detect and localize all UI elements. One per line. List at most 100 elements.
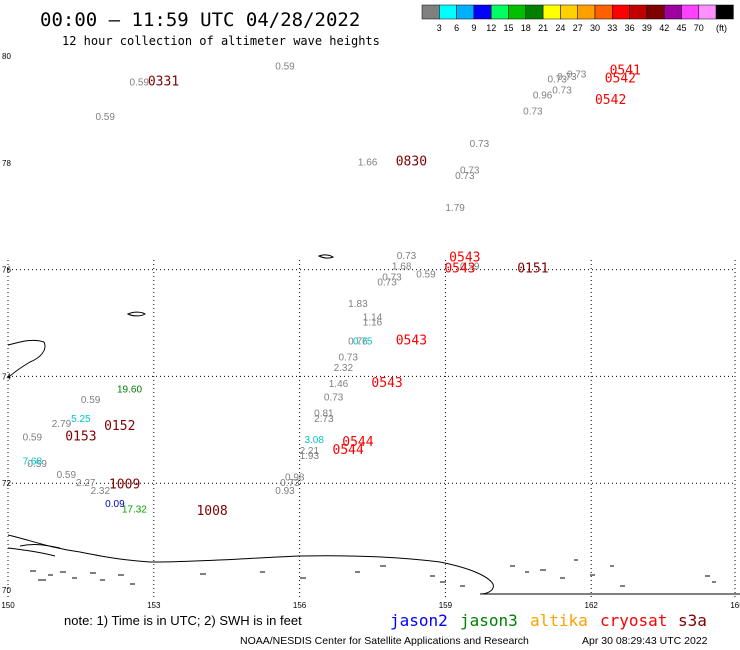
pass-time-label: 0543 [444,261,475,276]
wave-height-value: 7.68 [23,457,43,468]
wave-height-value: 0.09 [105,499,125,510]
credit-line: NOAA/NESDIS Center for Satellite Applica… [240,635,529,647]
wave-height-value: 0.73 [397,251,417,262]
legend-tick-label: 12 [486,23,496,33]
legend-tick-label: 21 [538,23,548,33]
legend-tick-label: 3 [437,23,442,33]
legend-tick-label: 18 [521,23,531,33]
legend-tick-label: 45 [676,23,686,33]
legend-swatch [456,4,475,20]
longitude-label: 162 [585,601,599,610]
wave-height-value: 0.59 [27,459,47,470]
wave-height-value: 0.73 [460,165,480,176]
alaska-north-coast [7,534,740,595]
wave-height-value: 19.60 [117,384,142,395]
pass-time-label: 0151 [517,261,548,276]
legend-swatch [681,4,700,20]
wave-height-value: 2.21 [300,446,320,457]
wave-height-value: 17.32 [122,505,147,516]
wave-height-value: 3.08 [304,435,324,446]
wave-height-value: 0.73 [382,272,402,283]
latitude-label: 74 [2,372,11,381]
wave-height-value: 0.73 [552,85,572,96]
wave-height-value: 0.73 [557,72,577,83]
wave-height-value: 2.73 [314,414,334,425]
latitude-label: 76 [2,266,11,275]
legend-tick-label: 15 [503,23,513,33]
wave-height-value: 0.73 [324,392,344,403]
map-subtitle: 12 hour collection of altimeter wave hei… [62,34,380,48]
wave-height-value: 1.46 [329,379,349,390]
legend-unit: (ft) [716,23,727,33]
legend-swatch [663,4,682,20]
color-legend [421,4,734,20]
legend-swatch [577,4,596,20]
coastline [7,254,740,595]
legend-swatch [473,4,492,20]
legend-swatch [439,4,457,20]
legend-swatch [525,4,544,20]
wave-height-value: 1.79 [445,203,465,214]
wave-height-value: 0.59 [275,61,295,72]
pass-time-label: 0544 [333,443,364,458]
observations-layer: 0.730.730.730.730.960.730.590.590.590.73… [23,61,641,519]
wave-height-value: 1.83 [348,299,368,310]
longitude-label: 159 [439,601,453,610]
island-small-1 [126,311,146,317]
pass-time-label: 0331 [148,74,179,89]
legend-s3a: s3a [678,611,707,630]
legend-swatch [715,4,734,20]
wave-height-value: 0.73 [377,278,397,289]
legend-tick-label: 39 [642,23,652,33]
pass-time-label: 0152 [104,419,135,434]
map-title: 00:00 – 11:59 UTC 04/28/2022 [40,9,360,31]
legend-tick-label: 70 [694,23,704,33]
generated-timestamp: Apr 30 08:29:43 UTC 2022 [582,635,708,647]
wave-height-value: 2.32 [334,363,354,374]
color-legend-labels: 3 6 9 12 15 18 21 24 27 30 33 36 39 42 45 70 [437,23,704,33]
wave-height-value: 0.59 [81,395,101,406]
pass-time-label: 0543 [449,251,480,266]
wave-height-value: 1.93 [300,451,320,462]
footnote: note: 1) Time is in UTC; 2) SWH is in fe… [64,613,302,628]
longitude-label: 156 [293,601,307,610]
wave-height-value: 2.79 [52,419,72,430]
legend-swatch [542,4,561,20]
pass-time-label: 0153 [65,429,96,444]
pass-time-label: 0542 [595,93,626,108]
coast-west-shoal [7,544,61,557]
legend-swatch [421,4,440,20]
wave-height-value: 0.73 [547,75,567,86]
wave-height-value: 0.81 [314,408,334,419]
wave-height-value: 5.25 [71,414,91,425]
pass-time-label: 0543 [396,333,427,348]
wave-height-value: 0.98 [285,473,305,484]
wave-height-value: 1.66 [358,157,378,168]
legend-swatch [560,4,578,20]
legend-tick-label: 36 [625,23,635,33]
wave-height-value: 0.93 [275,486,295,497]
pass-time-label: 1009 [109,478,140,493]
lakes [30,559,716,587]
wave-height-value: 0.73 [455,171,475,182]
pass-time-label: 0542 [605,72,636,87]
longitude-label: 165 [730,601,740,610]
pass-time-label: 1008 [196,504,227,519]
wave-height-value: 1.68 [392,262,412,273]
legend-jason2: jason2 [390,611,448,630]
legend-tick-label: 30 [590,23,600,33]
wave-height-value: 0.73 [567,69,587,80]
pass-time-label: 0543 [371,376,402,391]
island-small-2 [317,254,335,259]
axis-labels: 80 78 76 74 72 70 150 153 156 159 162 165 [1,52,740,610]
wave-height-value: 0.59 [23,432,43,443]
wave-height-value: 0.59 [416,270,436,281]
wave-height-value: 0.59 [95,112,115,123]
lat-lon-grid [7,260,736,598]
pass-time-label: 0544 [342,435,373,450]
legend-tick-label: 24 [555,23,565,33]
wave-height-value: 0.75 [353,336,373,347]
legend-jason3: jason3 [460,611,518,630]
latitude-label: 72 [2,479,11,488]
